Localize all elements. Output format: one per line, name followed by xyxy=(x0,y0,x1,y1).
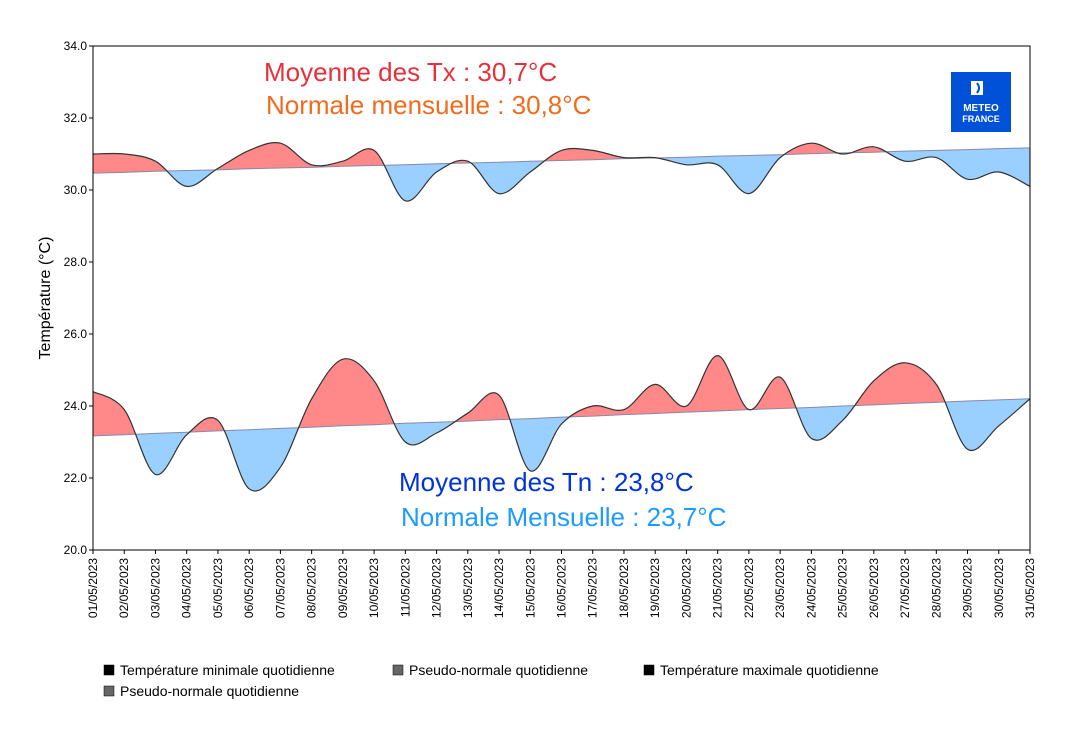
x-tick-label: 08/05/2023 xyxy=(305,558,319,618)
legend-swatch xyxy=(392,664,404,676)
x-tick-label: 30/05/2023 xyxy=(992,558,1006,618)
x-tick-label: 05/05/2023 xyxy=(211,558,225,618)
annotation-tx-mean: Moyenne des Tx : 30,7°C xyxy=(264,57,557,87)
legend-label: Pseudo-normale quotidienne xyxy=(120,683,299,699)
legend-swatch xyxy=(643,664,655,676)
x-tick-label: 23/05/2023 xyxy=(773,558,787,618)
tx-above-normal-area xyxy=(93,142,1030,174)
annotation-tn-normal: Normale Mensuelle : 23,7°C xyxy=(401,502,726,532)
legend-swatch xyxy=(103,685,115,697)
x-tick-label: 28/05/2023 xyxy=(929,558,943,618)
x-tick-label: 22/05/2023 xyxy=(742,558,756,618)
x-tick-label: 14/05/2023 xyxy=(492,558,506,618)
y-tick-label: 22.0 xyxy=(64,471,88,485)
x-tick-label: 03/05/2023 xyxy=(148,558,162,618)
meteo-france-logo: METEO FRANCE xyxy=(951,72,1011,132)
y-tick-label: 20.0 xyxy=(64,543,88,557)
x-tick-label: 25/05/2023 xyxy=(836,558,850,618)
annotation-tn-mean: Moyenne des Tn : 23,8°C xyxy=(399,467,694,497)
x-tick-label: 12/05/2023 xyxy=(430,558,444,618)
tx-normal-line xyxy=(93,147,1030,174)
x-tick-label: 19/05/2023 xyxy=(648,558,662,618)
legend-label: Température minimale quotidienne xyxy=(120,662,335,678)
x-tick-label: 11/05/2023 xyxy=(398,558,412,617)
x-tick-label: 24/05/2023 xyxy=(804,558,818,618)
svg-text:FRANCE: FRANCE xyxy=(962,114,1000,124)
y-tick-label: 24.0 xyxy=(64,399,88,413)
x-tick-label: 17/05/2023 xyxy=(586,558,600,618)
y-tick-label: 26.0 xyxy=(64,327,88,341)
x-tick-label: 06/05/2023 xyxy=(242,558,256,618)
x-tick-label: 18/05/2023 xyxy=(617,558,631,618)
x-tick-label: 09/05/2023 xyxy=(336,558,350,618)
x-tick-label: 26/05/2023 xyxy=(867,558,881,618)
x-tick-label: 27/05/2023 xyxy=(898,558,912,618)
tn-normal-line xyxy=(93,398,1030,437)
x-tick-label: 29/05/2023 xyxy=(961,558,975,618)
x-tick-label: 16/05/2023 xyxy=(555,558,569,618)
x-tick-label: 07/05/2023 xyxy=(273,558,287,618)
x-tick-label: 13/05/2023 xyxy=(461,558,475,618)
y-tick-label: 34.0 xyxy=(64,39,88,53)
x-tick-label: 10/05/2023 xyxy=(367,558,381,618)
x-tick-label: 21/05/2023 xyxy=(711,558,725,618)
annotation-tx-normal: Normale mensuelle : 30,8°C xyxy=(266,90,591,120)
x-tick-label: 04/05/2023 xyxy=(180,558,194,618)
y-tick-label: 32.0 xyxy=(64,111,88,125)
legend-label: Température maximale quotidienne xyxy=(660,662,879,678)
svg-text:METEO: METEO xyxy=(963,103,999,114)
y-tick-label: 30.0 xyxy=(64,183,88,197)
legend-swatch xyxy=(103,664,115,676)
x-tick-label: 02/05/2023 xyxy=(117,558,131,618)
y-tick-label: 28.0 xyxy=(64,255,88,269)
tn-series-line xyxy=(93,354,1030,492)
y-axis-label: Température (°C) xyxy=(37,237,54,360)
x-tick-label: 01/05/2023 xyxy=(86,558,100,618)
tx-series-line xyxy=(93,142,1030,202)
legend-label: Pseudo-normale quotidienne xyxy=(409,662,588,678)
x-tick-label: 20/05/2023 xyxy=(679,558,693,618)
x-tick-label: 15/05/2023 xyxy=(523,558,537,618)
x-tick-label: 31/05/2023 xyxy=(1023,558,1037,618)
